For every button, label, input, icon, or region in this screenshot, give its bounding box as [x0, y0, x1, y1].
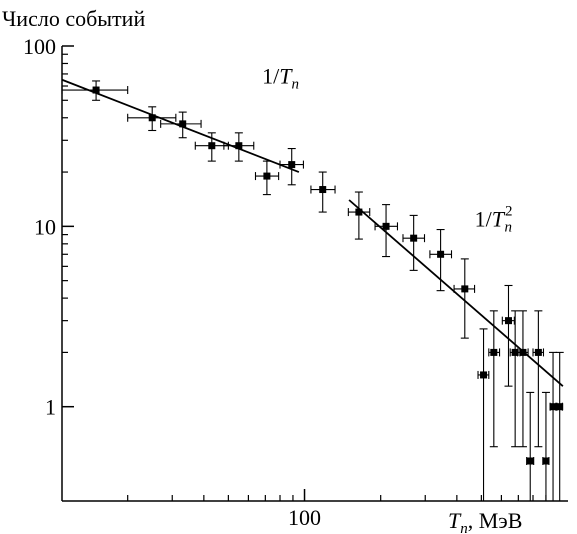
x-axis-label: Tn, МэВ	[448, 508, 522, 534]
data-point	[477, 328, 490, 501]
data-point	[127, 106, 177, 132]
data-point	[549, 351, 558, 501]
data-point	[555, 351, 564, 501]
tick-marks	[62, 45, 547, 501]
data-point	[509, 310, 521, 448]
point-marker	[511, 348, 519, 356]
point-marker	[549, 403, 557, 411]
x-axis-label-subscript: n	[460, 521, 468, 534]
data-point	[532, 310, 545, 448]
data-point	[310, 171, 336, 213]
y-axis-label: Число событий	[2, 6, 145, 31]
point-marker	[480, 371, 488, 379]
point-marker	[461, 285, 469, 293]
point-marker	[410, 234, 418, 242]
data-point	[402, 214, 426, 271]
y-tick-label: 10	[34, 214, 56, 239]
data-points	[61, 80, 564, 501]
point-marker	[526, 457, 534, 465]
point-marker	[319, 186, 327, 194]
point-marker	[534, 348, 542, 356]
plot-axes	[61, 46, 568, 502]
data-point	[488, 310, 501, 448]
fit-line-label-1: 1/Tn	[262, 63, 299, 92]
fit-line-label-2: 1/T2 n	[475, 203, 513, 235]
point-marker	[148, 114, 156, 122]
data-point	[254, 160, 280, 196]
y-tick-label: 100	[23, 34, 56, 59]
data-point	[541, 391, 550, 501]
point-marker	[542, 457, 550, 465]
data-point	[526, 391, 535, 501]
data-point	[223, 132, 255, 162]
y-tick-label: 1	[45, 395, 56, 420]
data-point	[347, 191, 371, 240]
fit-lines: 1/Tn 1/T2 n	[61, 63, 564, 387]
data-point	[160, 111, 202, 139]
data-point	[279, 148, 304, 186]
x-axis-label-symbol: T	[448, 508, 462, 533]
point-marker	[382, 222, 390, 230]
data-point	[61, 80, 129, 101]
tick-labels: 1 10 100 100	[23, 34, 321, 530]
point-marker	[437, 250, 445, 258]
point-marker	[490, 348, 498, 356]
point-marker	[556, 403, 564, 411]
data-point	[374, 204, 399, 258]
data-point	[516, 310, 529, 448]
point-marker	[92, 86, 100, 94]
point-marker	[519, 348, 527, 356]
point-marker	[504, 317, 512, 325]
data-point	[429, 228, 453, 292]
x-axis-label-unit: , МэВ	[468, 508, 523, 533]
x-tick-label: 100	[288, 505, 321, 530]
fit-line-2	[348, 199, 564, 387]
point-marker	[235, 142, 243, 150]
data-point	[194, 132, 229, 162]
data-point	[501, 284, 515, 387]
data-point	[453, 258, 476, 339]
point-marker	[179, 120, 187, 128]
point-marker	[288, 161, 296, 169]
point-marker	[208, 142, 216, 150]
point-marker	[263, 172, 271, 180]
point-marker	[355, 208, 363, 216]
